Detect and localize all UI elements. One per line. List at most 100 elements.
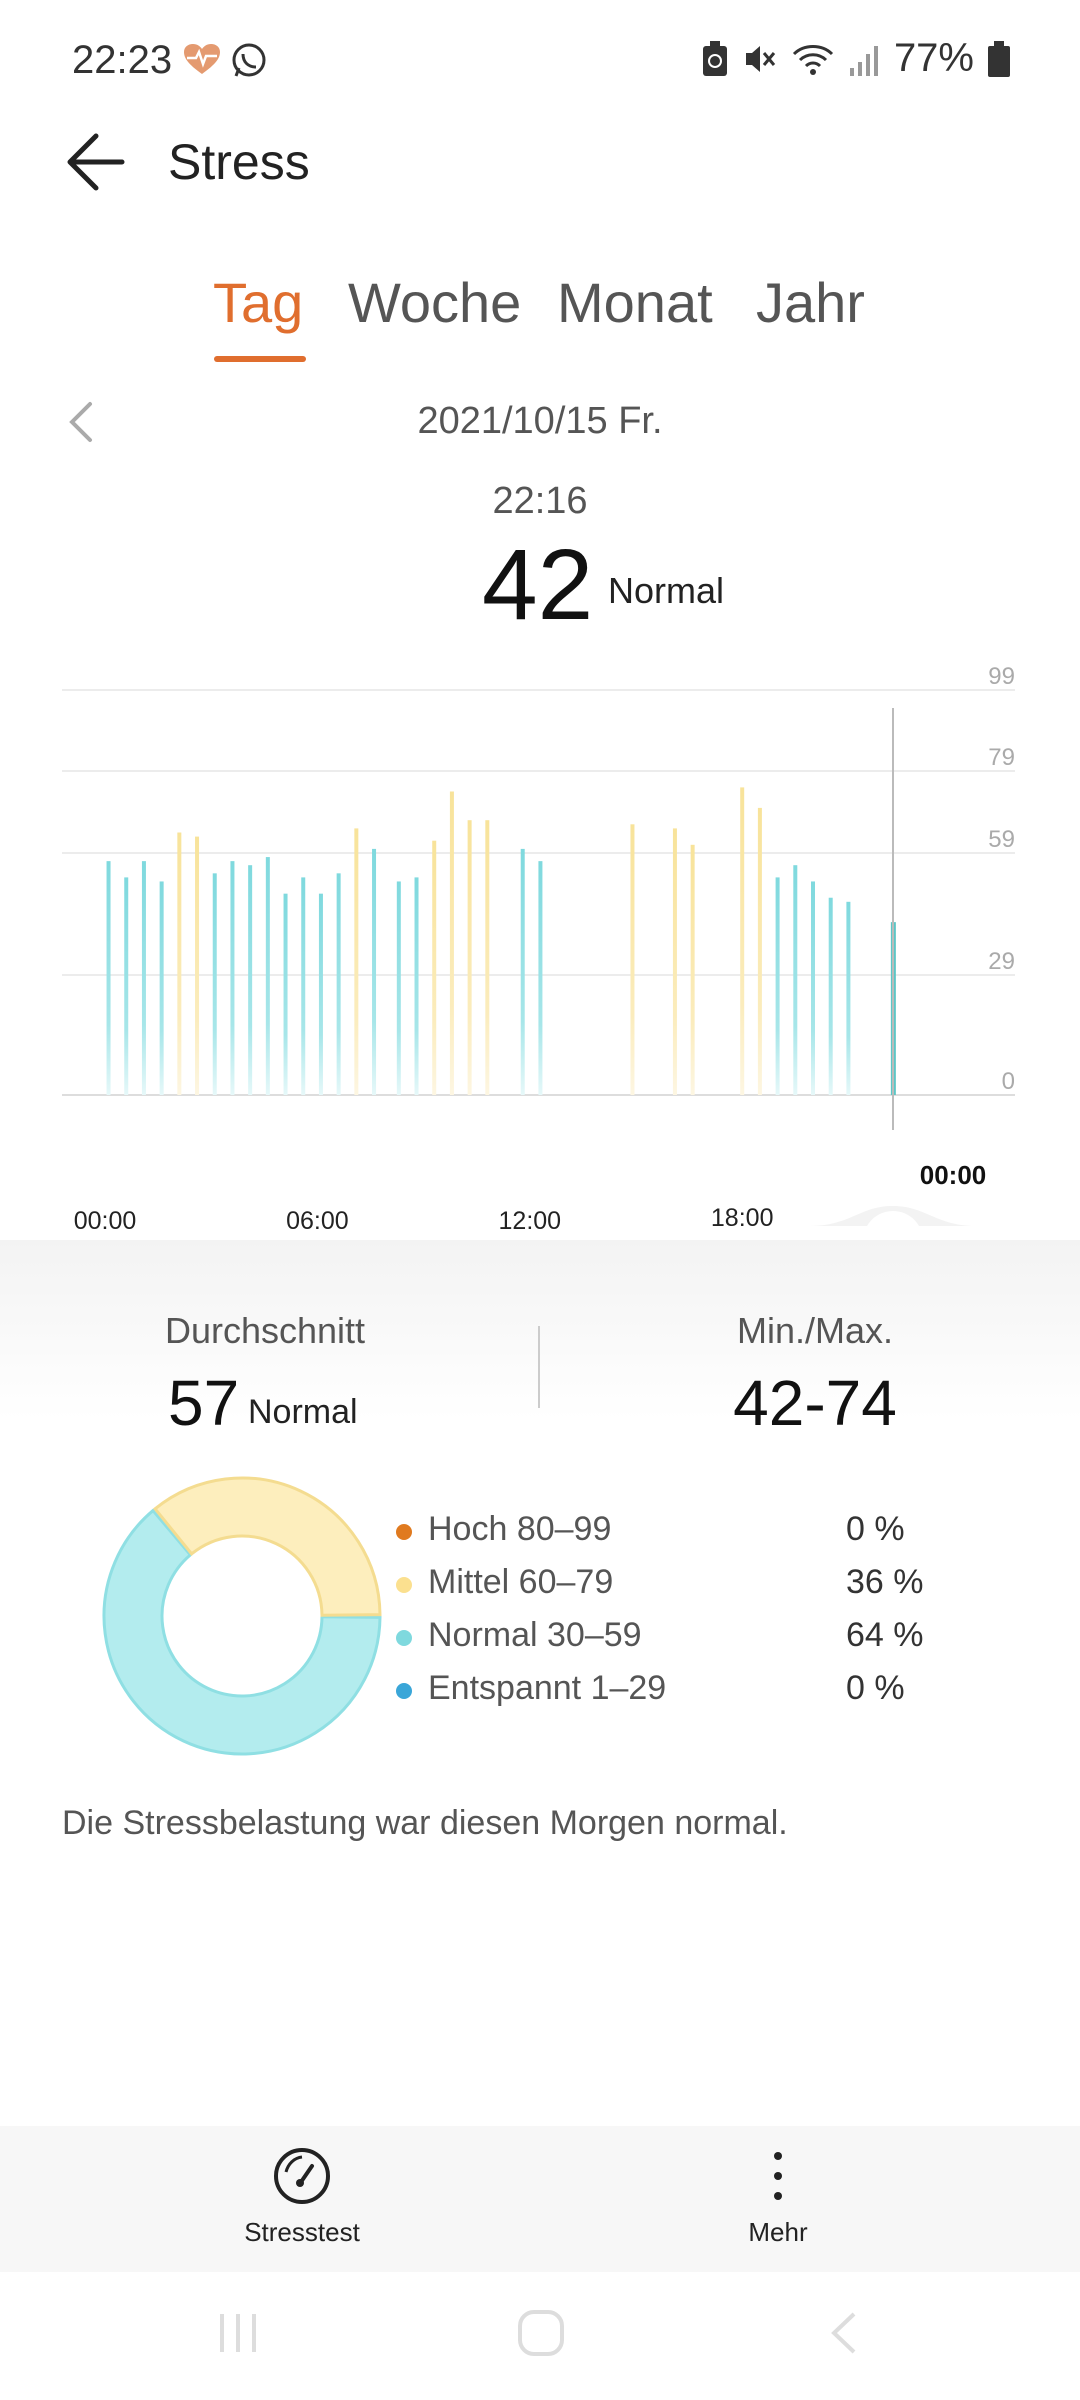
stress-bar — [284, 894, 288, 1095]
average-title: Durchschnitt — [0, 1310, 530, 1352]
stress-chart[interactable]: 99 79 59 29 0 00:00 06:00 12:00 18:00 00:00 — [0, 650, 1080, 1230]
tab-monat[interactable]: Monat — [557, 270, 713, 335]
stress-bar — [230, 861, 234, 1095]
stress-bar — [142, 861, 146, 1095]
x-tick-label: 18:00 — [711, 1204, 774, 1230]
minmax-title: Min./Max. — [550, 1310, 1080, 1352]
stress-bar — [337, 873, 341, 1095]
wifi-icon — [792, 42, 834, 76]
distribution-donut — [100, 1474, 384, 1758]
stress-bar — [673, 828, 677, 1095]
legend-percent: 0 % — [846, 1669, 905, 1708]
back-nav-icon[interactable] — [826, 2310, 862, 2356]
battery-saver-icon — [702, 41, 728, 77]
battery-percent: 77% — [894, 36, 974, 81]
gauge-icon — [272, 2146, 332, 2206]
legend-label: Entspannt 1–29 — [428, 1669, 666, 1708]
legend-entspannt: Entspannt 1–29 0 % — [392, 1669, 952, 1722]
stress-bar — [691, 845, 695, 1095]
legend-label: Hoch 80–99 — [428, 1510, 611, 1549]
legend-hoch: Hoch 80–99 0 % — [392, 1510, 952, 1563]
stress-bar — [124, 877, 128, 1095]
y-tick-label: 59 — [988, 826, 1015, 853]
chart-x-axis: 00:00 06:00 12:00 18:00 — [74, 1204, 774, 1230]
x-tick-label: 06:00 — [286, 1207, 349, 1230]
stress-bar — [415, 877, 419, 1095]
recent-apps-icon[interactable] — [216, 2310, 262, 2356]
period-tabs: Tag Woche Monat Jahr — [0, 270, 1080, 370]
x-tick-label: 00:00 — [74, 1207, 137, 1230]
legend-dot — [396, 1524, 412, 1540]
stress-bar — [213, 873, 217, 1095]
legend-dot — [396, 1683, 412, 1699]
selected-time: 22:16 — [0, 480, 1080, 523]
stress-bar — [432, 841, 436, 1095]
stress-bar — [468, 820, 472, 1095]
donut-segment — [155, 1478, 380, 1615]
y-tick-label: 29 — [988, 948, 1015, 975]
mehr-button[interactable]: Mehr — [698, 2146, 858, 2248]
battery-icon — [988, 41, 1010, 77]
date-label: 2021/10/15 Fr. — [0, 400, 1080, 443]
stresstest-label: Stresstest — [222, 2217, 382, 2248]
stress-bar — [811, 881, 815, 1095]
legend-dot — [396, 1577, 412, 1593]
system-nav-bar — [0, 2272, 1080, 2400]
summary-text: Die Stressbelastung war diesen Morgen no… — [62, 1804, 788, 1843]
status-time: 22:23 — [72, 38, 172, 83]
stress-bar — [521, 849, 525, 1095]
stress-bar — [776, 877, 780, 1095]
legend-label: Normal 30–59 — [428, 1616, 642, 1655]
stress-bar — [248, 865, 252, 1095]
stress-bar — [354, 828, 358, 1095]
selected-stress-label: Normal — [608, 570, 724, 612]
bottom-action-bar: Stresstest Mehr — [0, 2126, 1080, 2272]
stress-bar — [397, 881, 401, 1095]
legend-percent: 64 % — [846, 1616, 924, 1655]
whatsapp-icon — [230, 42, 268, 80]
stress-bar — [319, 894, 323, 1095]
x-tick-label: 12:00 — [499, 1207, 562, 1230]
heart-rate-icon — [184, 44, 220, 76]
average-label: Normal — [248, 1393, 358, 1432]
more-vertical-icon — [748, 2146, 808, 2206]
chart-bars — [107, 787, 896, 1095]
stress-bar — [450, 792, 454, 1096]
status-right: 77% — [702, 36, 1010, 81]
active-tab-indicator — [214, 356, 306, 362]
distribution-legend: Hoch 80–99 0 % Mittel 60–79 36 % Normal … — [392, 1510, 952, 1722]
mehr-label: Mehr — [698, 2217, 858, 2248]
legend-dot — [396, 1630, 412, 1646]
tab-woche[interactable]: Woche — [348, 270, 521, 335]
tab-tag[interactable]: Tag — [213, 270, 303, 335]
stats-divider — [538, 1326, 540, 1408]
chart-end-label: 00:00 — [920, 1160, 987, 1190]
legend-percent: 36 % — [846, 1563, 924, 1602]
home-icon[interactable] — [516, 2308, 566, 2358]
arrow-left-icon[interactable] — [60, 128, 130, 198]
stress-bar — [160, 881, 164, 1095]
minmax-value: 42-74 — [550, 1366, 1080, 1440]
y-tick-label: 0 — [1002, 1068, 1015, 1095]
stress-bar — [758, 808, 762, 1095]
y-tick-label: 79 — [988, 744, 1015, 771]
tab-jahr[interactable]: Jahr — [756, 270, 865, 335]
page-title: Stress — [168, 133, 310, 191]
stress-bar — [538, 861, 542, 1095]
selected-stress-value: 42 — [482, 528, 593, 643]
mute-icon — [742, 41, 778, 77]
legend-label: Mittel 60–79 — [428, 1563, 613, 1602]
average-value: 57 — [168, 1366, 239, 1440]
stress-bar — [266, 857, 270, 1095]
signal-icon — [848, 42, 880, 76]
stress-bar — [793, 865, 797, 1095]
stress-bar — [630, 824, 634, 1095]
legend-normal: Normal 30–59 64 % — [392, 1616, 952, 1669]
legend-mittel: Mittel 60–79 36 % — [392, 1563, 952, 1616]
stress-bar — [301, 877, 305, 1095]
stress-bar — [846, 902, 850, 1095]
stress-bar — [829, 898, 833, 1095]
stresstest-button[interactable]: Stresstest — [222, 2146, 382, 2248]
status-bar: 22:23 77% — [0, 0, 1080, 120]
stress-bar — [740, 787, 744, 1095]
